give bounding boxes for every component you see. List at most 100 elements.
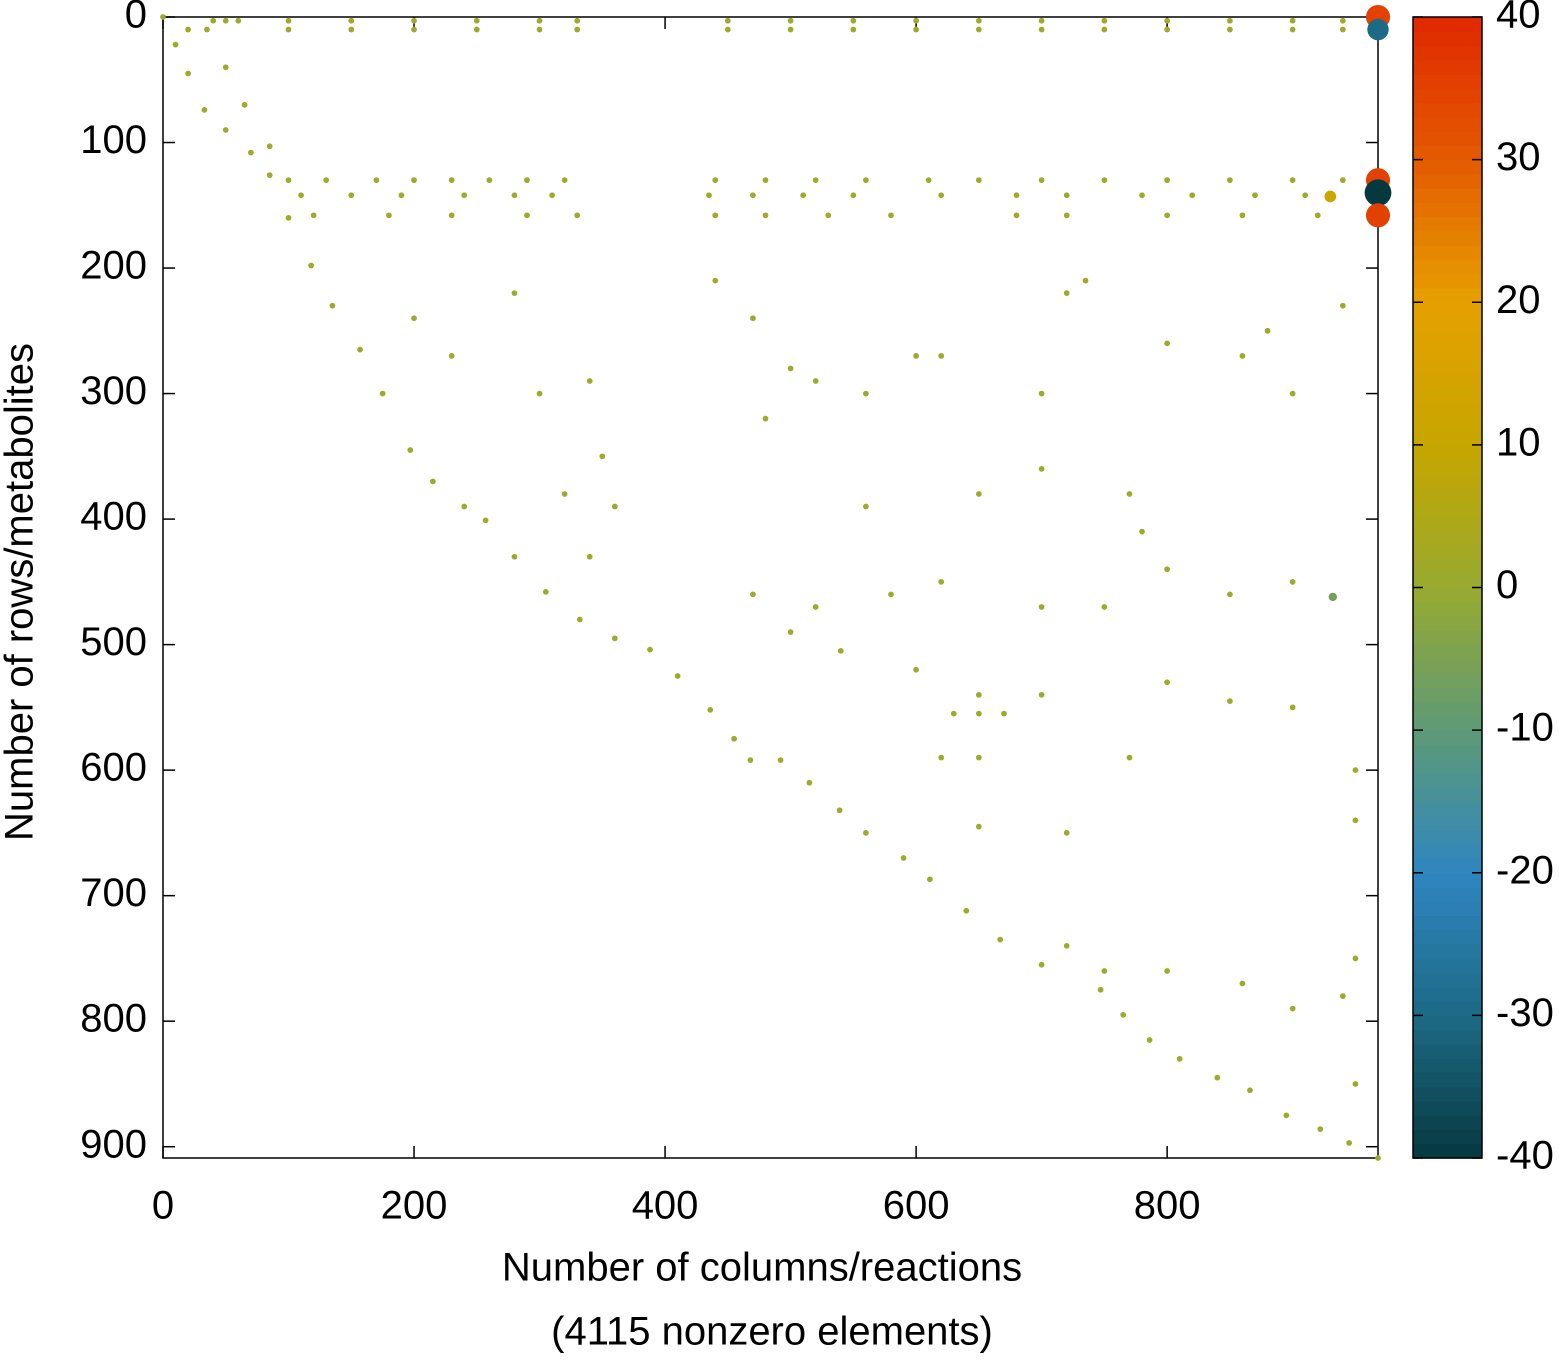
colorbar-band [1413,245,1482,261]
y-tick-label: 500 [80,620,147,664]
colorbar-band [1413,102,1482,118]
nonzero-point [329,302,336,309]
colorbar-band [1413,787,1482,803]
nonzero-point [731,735,737,742]
x-tick-label: 400 [632,1184,699,1228]
nonzero-point [1302,192,1309,199]
colorbar-band [1413,730,1482,745]
nonzero-point [398,192,405,199]
plot-frame [162,16,1379,1159]
colorbar-tick-label: -20 [1496,848,1554,892]
nonzero-point [750,315,756,322]
nonzero-point [411,17,417,24]
colorbar-band [1413,31,1482,47]
colorbar-band [1413,1029,1482,1045]
colorbar-band [1413,844,1482,860]
nonzero-point [285,17,292,24]
nonzero-point [1164,17,1171,24]
nonzero-point [975,823,982,830]
nonzero-point [511,290,518,297]
y-axis-label: Number of rows/metabolites [0,343,42,841]
nonzero-point [1364,179,1392,207]
nonzero-point [850,26,857,33]
colorbar-band [1413,1129,1482,1145]
nonzero-point [787,365,794,372]
nonzero-point [1289,177,1296,184]
nonzero-point [511,192,518,199]
nonzero-point [611,635,618,642]
nonzero-point [787,26,794,33]
nonzero-point [975,691,982,698]
x-axis-label: Number of columns/reactions [502,1246,1022,1290]
nonzero-point [1239,353,1246,359]
nonzero-point [750,591,756,598]
nonzero-point [473,26,480,33]
nonzero-point [975,491,982,497]
colorbar-band [1413,658,1482,674]
nonzero-point [1352,767,1359,774]
nonzero-point [1164,679,1171,686]
y-tick-label: 100 [80,118,147,162]
nonzero-point [611,503,618,510]
nonzero-point [1252,192,1258,199]
nonzero-point [204,26,210,33]
colorbar-band [1413,630,1482,646]
nonzero-point [1126,491,1133,497]
colorbar-tick-label: 0 [1496,563,1518,607]
colorbar-band [1413,131,1482,146]
nonzero-point [1214,1074,1221,1081]
nonzero-point [975,17,982,24]
nonzero-point [888,591,894,598]
nonzero-point [750,192,756,199]
nonzero-point [222,17,229,24]
nonzero-point [712,177,719,184]
colorbar-band [1413,573,1482,589]
nonzero-point [825,212,832,219]
nonzero-point [1038,26,1045,33]
nonzero-point [762,415,769,422]
nonzero-point [850,17,857,24]
nonzero-point [1264,327,1271,334]
nonzero-point [185,26,191,33]
nonzero-point [927,876,933,883]
nonzero-point [574,17,581,24]
nonzero-point [549,192,555,199]
nonzero-point [1101,604,1108,610]
nonzero-point [574,26,581,33]
nonzero-point [1164,212,1171,219]
colorbar-tick-label: -10 [1496,706,1554,750]
colorbar-band [1413,758,1482,774]
nonzero-point [837,648,844,654]
nonzero-point [1063,192,1070,199]
colorbar-band [1413,74,1482,89]
nonzero-point [1227,26,1233,33]
nonzero-point [1289,17,1296,24]
nonzero-point [1139,192,1145,199]
nonzero-point [724,17,731,24]
colorbar-band [1413,1143,1482,1159]
y-tick-label: 700 [80,871,147,915]
nonzero-point [411,177,417,184]
colorbar-band [1413,972,1482,988]
nonzero-point [247,149,254,156]
nonzero-point [747,757,754,763]
nonzero-point [938,192,945,199]
nonzero-point [1227,177,1233,184]
nonzero-point [310,212,317,219]
colorbar-band [1413,88,1482,104]
nonzero-point [975,177,982,184]
nonzero-point [1352,1081,1359,1087]
nonzero-point [938,353,945,359]
nonzero-point [1227,591,1233,598]
colorbar-tick-label: 30 [1496,135,1541,179]
colorbar-band [1413,772,1482,788]
colorbar-band [1413,915,1482,931]
colorbar-band [1413,230,1482,246]
nonzero-point [1289,578,1296,585]
y-tick-label: 0 [125,0,147,37]
nonzero-point [448,353,455,359]
colorbar-band [1413,901,1482,917]
y-tick-label: 400 [80,495,147,539]
nonzero-point [850,192,857,199]
